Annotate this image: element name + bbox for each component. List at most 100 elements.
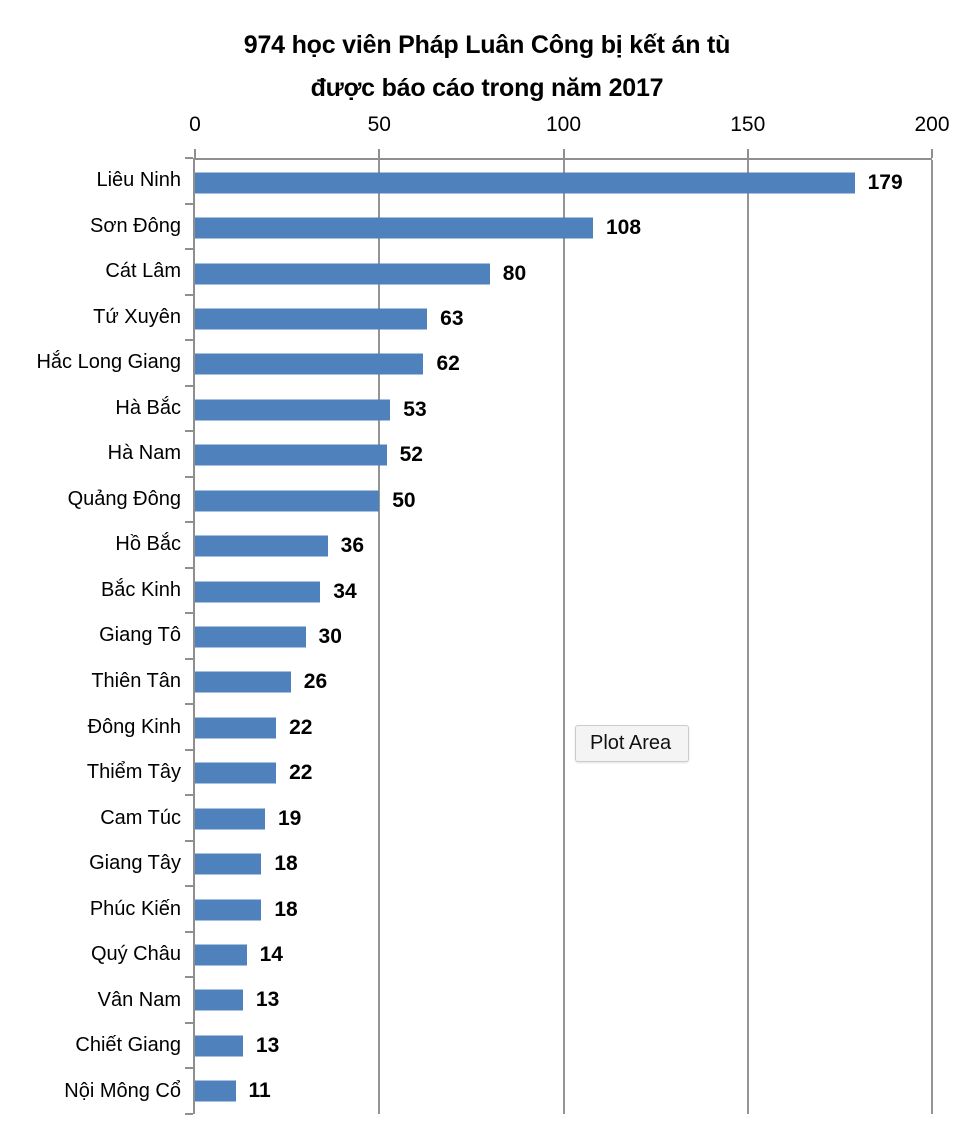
- category-axis-labels: Liêu Ninh Sơn Đông Cát Lâm Tứ Xuyên Hắc Long…: [0, 158, 181, 1114]
- category-axis-tick: [185, 930, 193, 933]
- value-label: 13: [255, 988, 280, 1012]
- bar-row: 18: [195, 887, 932, 932]
- category-axis-tick: [185, 612, 193, 615]
- bar[interactable]: [195, 717, 277, 739]
- category-axis-tick: [185, 1113, 193, 1115]
- bar-row: 62: [195, 342, 932, 387]
- value-axis-tick: [194, 149, 196, 158]
- bar[interactable]: [195, 444, 387, 466]
- category-axis-tick: [185, 1021, 193, 1024]
- value-axis-tick: [746, 149, 749, 158]
- bar-row: 22: [195, 751, 932, 796]
- category-axis-tick: [185, 521, 193, 524]
- value-label: 34: [333, 579, 357, 603]
- gridline: [562, 160, 565, 1114]
- category-label: Hà Bắc: [115, 396, 181, 419]
- chart-title-line2: được báo cáo trong năm 2017: [310, 74, 664, 102]
- category-axis-tick: [185, 748, 193, 751]
- bar[interactable]: [195, 944, 247, 966]
- bar-row: 108: [195, 205, 932, 250]
- bar[interactable]: [195, 172, 855, 194]
- bar[interactable]: [195, 626, 306, 648]
- chart-title: 974 học viên Pháp Luân Công bị kết án tù…: [0, 24, 974, 110]
- bar-row: 179: [195, 160, 932, 205]
- value-axis-ticks: [194, 149, 933, 158]
- chart-title-line1: 974 học viên Pháp Luân Công bị kết án tù: [243, 31, 731, 59]
- bar[interactable]: [195, 399, 391, 421]
- plot-area-tooltip: Plot Area: [575, 725, 689, 762]
- value-label: 22: [289, 715, 313, 739]
- category-label: Giang Tô: [99, 624, 181, 647]
- category-label: Liêu Ninh: [96, 169, 181, 192]
- category-axis-tick: [185, 293, 193, 296]
- value-label: 179: [867, 170, 903, 194]
- value-label: 50: [392, 488, 416, 512]
- bar[interactable]: [195, 899, 262, 921]
- category-label: Tứ Xuyên: [93, 305, 181, 328]
- value-label: 80: [502, 261, 527, 285]
- value-axis-label: 150: [730, 113, 766, 136]
- category-label: Hắc Long Giang: [36, 351, 181, 374]
- bar-row: 14: [195, 932, 932, 977]
- bar-row: 80: [195, 251, 932, 296]
- value-axis-tick: [378, 149, 381, 158]
- bar[interactable]: [195, 353, 424, 375]
- bar-row: 34: [195, 569, 932, 614]
- category-label: Cát Lâm: [105, 260, 181, 283]
- category-label: Phúc Kiến: [89, 897, 181, 920]
- category-label: Sơn Đông: [90, 214, 181, 237]
- plot-area[interactable]: 179 108 80 63 62 53 52 50 36 34 30 26 22 22 19 18 18 14 13…: [193, 158, 933, 1114]
- value-label: 13: [255, 1033, 280, 1057]
- category-axis-tick: [185, 703, 193, 706]
- value-axis-label: 50: [367, 113, 391, 136]
- category-axis-tick: [185, 839, 193, 842]
- category-axis-tick: [185, 430, 193, 433]
- bar[interactable]: [195, 217, 593, 239]
- category-axis-tick: [185, 248, 193, 251]
- bar[interactable]: [195, 808, 265, 830]
- bar[interactable]: [195, 989, 243, 1011]
- category-axis-tick: [185, 384, 193, 387]
- value-label: 26: [303, 670, 328, 694]
- value-label: 62: [436, 352, 460, 376]
- bar[interactable]: [195, 853, 262, 875]
- value-label: 108: [605, 216, 642, 240]
- category-label: Đông Kinh: [87, 715, 181, 738]
- bar-row: 22: [195, 705, 932, 750]
- bar[interactable]: [195, 535, 328, 557]
- value-axis-label: 200: [914, 113, 950, 136]
- bar-row: 13: [195, 1023, 932, 1068]
- category-label: Hà Nam: [107, 442, 181, 465]
- bar[interactable]: [195, 1035, 243, 1057]
- bar[interactable]: [195, 263, 490, 285]
- value-axis-tick: [931, 149, 933, 158]
- bar-row: 19: [195, 796, 932, 841]
- bar[interactable]: [195, 762, 277, 784]
- bar[interactable]: [195, 671, 291, 693]
- category-label: Vân Nam: [97, 988, 181, 1011]
- value-label: 18: [274, 897, 298, 921]
- category-label: Thiên Tân: [91, 670, 181, 692]
- bar-row: 26: [195, 660, 932, 705]
- bar-row: 52: [195, 433, 932, 478]
- bar-row: 50: [195, 478, 932, 523]
- bar[interactable]: [195, 581, 321, 603]
- value-axis-labels: 0 50 100 150 200: [189, 113, 949, 141]
- category-axis-tick: [185, 885, 193, 888]
- bar-row: 30: [195, 614, 932, 659]
- value-axis-label: 0: [189, 113, 201, 136]
- bar[interactable]: [195, 490, 380, 512]
- value-label: 11: [248, 1079, 271, 1103]
- bar[interactable]: [195, 308, 428, 330]
- category-axis-tick: [185, 475, 193, 478]
- value-label: 30: [318, 624, 342, 648]
- bar-row: 18: [195, 841, 932, 886]
- category-axis-tick: [185, 976, 193, 979]
- value-label: 14: [259, 942, 283, 966]
- category-label: Quảng Đông: [67, 487, 181, 510]
- value-label: 18: [274, 852, 298, 876]
- bar[interactable]: [195, 1080, 236, 1102]
- category-axis-tick: [185, 202, 193, 205]
- category-axis-tick: [185, 339, 193, 342]
- bar-row: 11: [195, 1069, 932, 1114]
